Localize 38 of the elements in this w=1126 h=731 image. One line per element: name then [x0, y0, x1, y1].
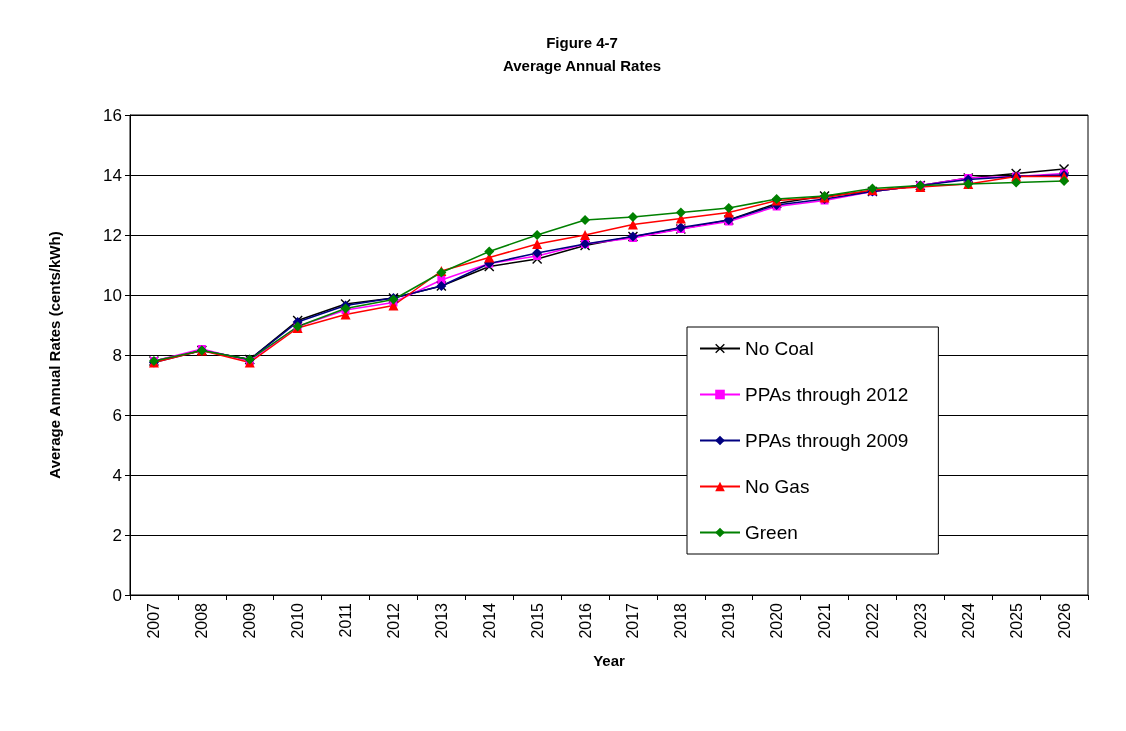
y-tick-label: 4: [112, 465, 122, 485]
x-tick-label: 2014: [480, 602, 498, 639]
y-tick-label: 8: [112, 345, 122, 365]
y-tick-label: 12: [103, 225, 122, 245]
y-tick-label: 10: [103, 285, 122, 305]
x-tick-label: 2017: [624, 602, 642, 639]
y-axis-title: Average Annual Rates (cents/kWh): [46, 231, 63, 479]
y-tick-label: 6: [112, 405, 122, 425]
x-tick-label: 2026: [1055, 602, 1073, 639]
x-tick-label: 2025: [1007, 602, 1025, 639]
x-tick-label: 2008: [193, 602, 211, 639]
x-axis-title: Year: [593, 652, 626, 669]
x-tick-label: 2015: [528, 602, 546, 639]
legend-label: PPAs through 2012: [745, 384, 909, 405]
y-tick-label: 14: [103, 165, 122, 185]
legend-label: Green: [745, 522, 798, 543]
y-tick-label: 2: [112, 525, 122, 545]
x-tick-label: 2019: [720, 602, 738, 639]
x-tick-label: 2021: [816, 602, 834, 639]
chart-title: Figure 4-7: [546, 34, 618, 51]
x-tick-label: 2012: [384, 602, 402, 639]
y-tick-label: 0: [112, 585, 122, 605]
x-tick-label: 2011: [337, 602, 355, 638]
x-tick-label: 2024: [959, 602, 977, 639]
y-tick-label: 16: [103, 105, 122, 125]
x-tick-label: 2007: [145, 602, 163, 639]
x-tick-label: 2020: [768, 602, 786, 639]
x-tick-label: 2009: [241, 602, 259, 639]
x-tick-label: 2022: [863, 602, 881, 639]
legend-label: No Coal: [745, 338, 814, 359]
x-tick-label: 2023: [911, 602, 929, 639]
chart-subtitle: Average Annual Rates: [502, 57, 662, 74]
x-tick-label: 2013: [432, 602, 450, 639]
legend-label: PPAs through 2009: [745, 430, 909, 451]
x-tick-label: 2010: [289, 602, 307, 639]
legend-label: No Gas: [745, 476, 810, 497]
x-tick-label: 2018: [672, 602, 690, 639]
x-tick-label: 2016: [576, 602, 594, 639]
